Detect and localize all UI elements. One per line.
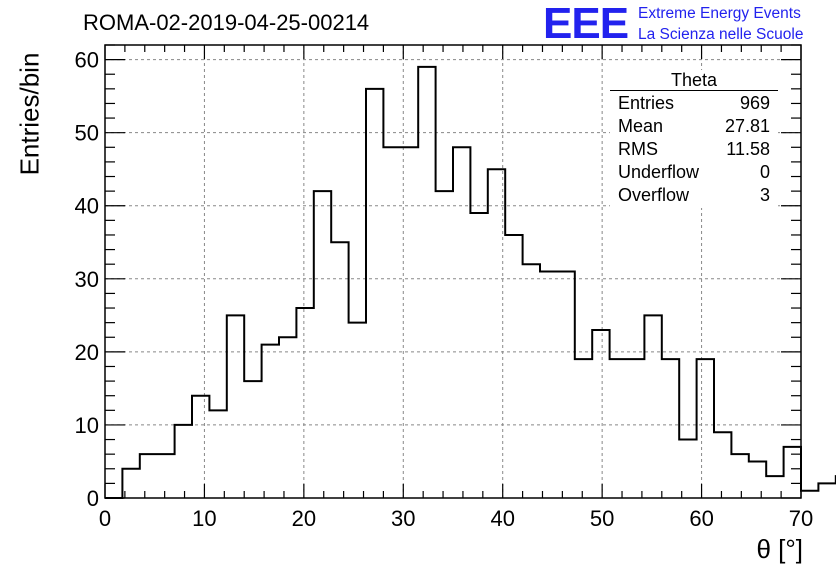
stats-row-mean: Mean 27.81 — [618, 116, 770, 138]
stats-key: Entries — [618, 93, 675, 113]
x-tick-label: 30 — [391, 506, 415, 531]
histogram-bin — [175, 425, 192, 498]
logo-line-2: La Scienza nelle Scuole — [638, 26, 804, 43]
histogram-bin — [470, 213, 487, 498]
histogram-bin — [662, 359, 679, 498]
histogram-bin — [540, 272, 557, 499]
stats-value: 0 — [759, 162, 770, 182]
x-tick-label: 20 — [292, 506, 316, 531]
histogram-bin — [749, 461, 766, 498]
histogram-bin — [279, 337, 296, 498]
histogram-bin — [818, 483, 835, 498]
histogram-bin — [157, 454, 174, 498]
y-tick-label: 30 — [75, 267, 99, 292]
stats-row-underflow: Underflow 0 — [618, 162, 770, 184]
stats-value: 27.81 — [724, 116, 770, 136]
x-tick-label: 0 — [99, 506, 111, 531]
stats-key: Mean — [618, 116, 664, 136]
logo-line-1: Extreme Energy Events — [638, 5, 801, 22]
stats-key: Overflow — [618, 185, 690, 205]
histogram-bin — [349, 323, 366, 498]
histogram-bin — [679, 440, 696, 498]
histogram-bin — [592, 330, 609, 498]
histogram-bin — [627, 359, 644, 498]
x-tick-label: 60 — [689, 506, 713, 531]
axis-layer — [104, 44, 802, 499]
histogram-bin — [262, 345, 279, 498]
stats-value: 969 — [739, 93, 770, 113]
histogram-bin — [714, 432, 731, 498]
stats-row-entries: Entries 969 — [618, 93, 770, 115]
plot-frame — [104, 44, 802, 499]
histogram-bin — [296, 308, 313, 498]
stats-value: 3 — [759, 185, 770, 205]
histogram-bin — [418, 67, 435, 498]
y-tick-label: 60 — [75, 48, 99, 73]
y-tick-label: 50 — [75, 121, 99, 146]
stats-key: Underflow — [618, 162, 700, 182]
y-tick-label: 0 — [87, 486, 99, 511]
y-tick-label: 10 — [75, 413, 99, 438]
histogram-bin — [505, 235, 522, 498]
stats-row-overflow: Overflow 3 — [618, 185, 770, 207]
histogram-layer — [105, 65, 836, 499]
histogram-bin — [331, 242, 348, 498]
stats-key: RMS — [618, 139, 658, 159]
histogram-bin — [192, 396, 209, 498]
x-tick-label: 50 — [590, 506, 614, 531]
histogram-bin — [140, 454, 157, 498]
histogram-bin — [697, 359, 714, 498]
stats-divider — [610, 90, 778, 91]
eee-logo-mark: EEE — [543, 0, 629, 48]
histogram-bin — [209, 410, 226, 498]
histogram-bin — [610, 359, 627, 498]
histogram-bin — [644, 315, 661, 498]
grid-layer — [105, 45, 801, 498]
stats-box: Theta Entries 969 Mean 27.81 RMS 11.58 U… — [610, 70, 778, 208]
y-tick-label: 40 — [75, 194, 99, 219]
histogram-bin — [801, 491, 818, 498]
histogram-bin — [314, 191, 331, 498]
stats-value: 11.58 — [726, 139, 770, 159]
y-axis-title-wrap: Entries/bin — [10, 0, 50, 230]
histogram-bin — [227, 315, 244, 498]
y-tick-label: 20 — [75, 340, 99, 365]
x-tick-label: 10 — [192, 506, 216, 531]
histogram-bin — [523, 264, 540, 498]
histogram-bin — [383, 147, 400, 498]
stats-row-rms: RMS 11.58 — [618, 139, 770, 161]
y-axis-title: Entries/bin — [14, 52, 45, 176]
stats-title: Theta — [670, 70, 718, 90]
run-title: ROMA-02-2019-04-25-00214 — [83, 10, 370, 35]
x-tick-label: 40 — [490, 506, 514, 531]
histogram-bin — [436, 191, 453, 498]
histogram-bin — [366, 89, 383, 498]
histogram-bin — [575, 359, 592, 498]
x-tick-label: 70 — [789, 506, 813, 531]
histogram-bin — [557, 272, 574, 499]
histogram-bin — [244, 381, 261, 498]
histogram-bin — [453, 147, 470, 498]
histogram-bin — [731, 454, 748, 498]
x-axis-title: θ [°] — [756, 534, 803, 564]
histogram-outline — [105, 65, 836, 499]
